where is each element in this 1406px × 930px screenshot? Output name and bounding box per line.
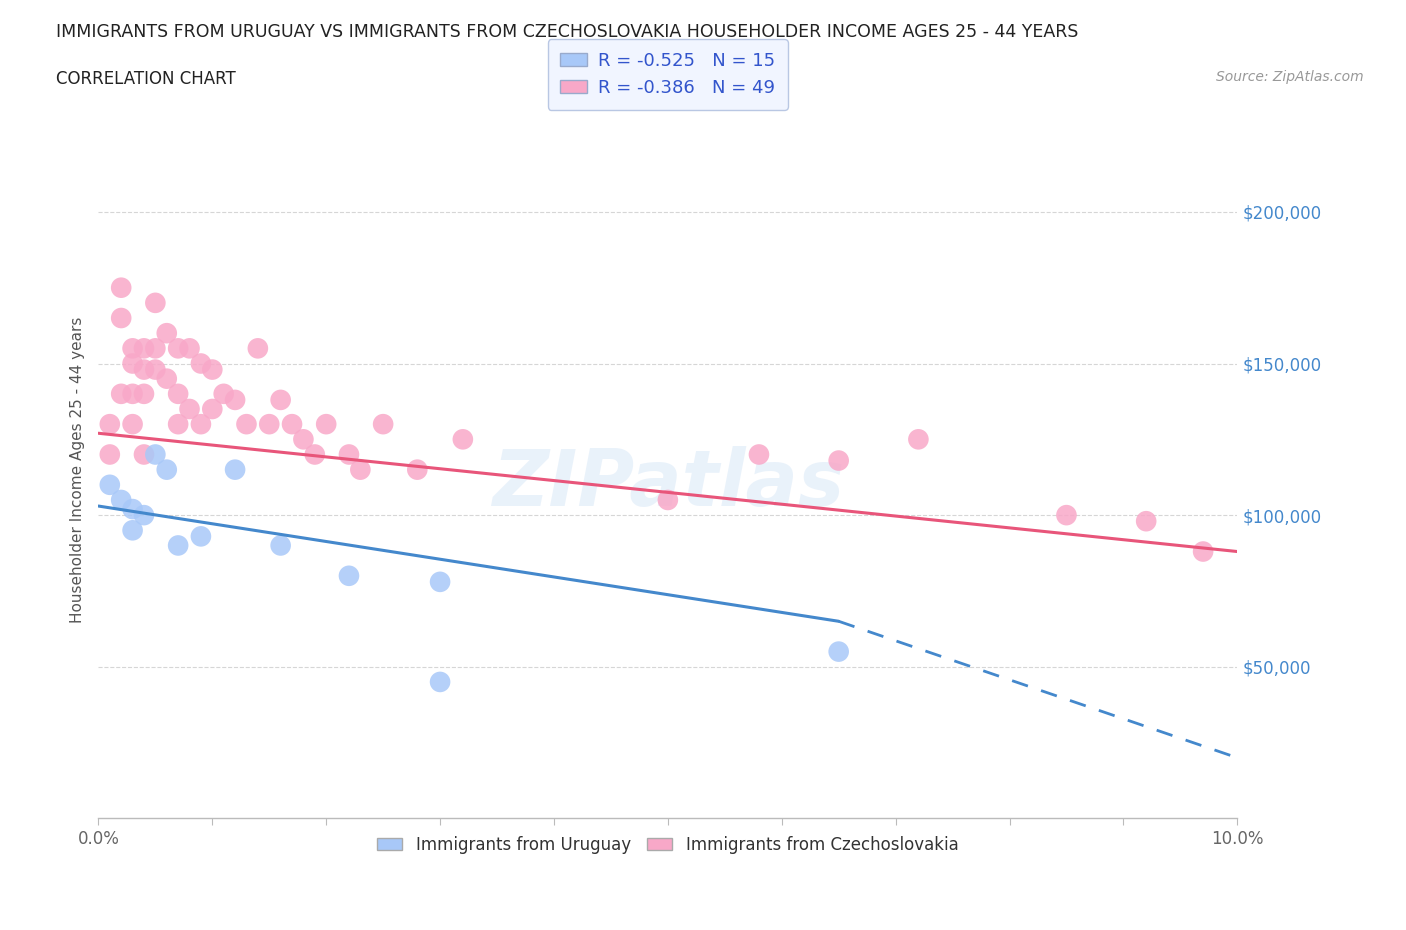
Text: IMMIGRANTS FROM URUGUAY VS IMMIGRANTS FROM CZECHOSLOVAKIA HOUSEHOLDER INCOME AGE: IMMIGRANTS FROM URUGUAY VS IMMIGRANTS FR… bbox=[56, 23, 1078, 41]
Point bbox=[167, 386, 190, 401]
Point bbox=[212, 386, 235, 401]
Point bbox=[132, 341, 155, 356]
Point bbox=[1192, 544, 1215, 559]
Point bbox=[406, 462, 429, 477]
Point bbox=[828, 453, 851, 468]
Point bbox=[179, 402, 201, 417]
Point bbox=[451, 432, 474, 446]
Point bbox=[224, 462, 246, 477]
Point bbox=[235, 417, 257, 432]
Point bbox=[315, 417, 337, 432]
Point bbox=[110, 280, 132, 295]
Point bbox=[907, 432, 929, 446]
Point bbox=[156, 371, 179, 386]
Point bbox=[110, 493, 132, 508]
Point bbox=[121, 341, 143, 356]
Point bbox=[281, 417, 304, 432]
Text: Source: ZipAtlas.com: Source: ZipAtlas.com bbox=[1216, 70, 1364, 84]
Point bbox=[132, 362, 155, 377]
Point bbox=[110, 311, 132, 325]
Point bbox=[304, 447, 326, 462]
Point bbox=[270, 392, 292, 407]
Point bbox=[657, 493, 679, 508]
Point bbox=[145, 341, 167, 356]
Point bbox=[167, 341, 190, 356]
Point bbox=[1135, 513, 1157, 528]
Point bbox=[145, 362, 167, 377]
Point bbox=[201, 362, 224, 377]
Point bbox=[132, 447, 155, 462]
Point bbox=[121, 417, 143, 432]
Point bbox=[156, 326, 179, 340]
Point bbox=[828, 644, 851, 659]
Point bbox=[748, 447, 770, 462]
Point bbox=[246, 341, 269, 356]
Point bbox=[132, 508, 155, 523]
Point bbox=[98, 477, 121, 492]
Text: ZIPatlas: ZIPatlas bbox=[492, 445, 844, 522]
Point bbox=[190, 356, 212, 371]
Point bbox=[224, 392, 246, 407]
Point bbox=[373, 417, 395, 432]
Point bbox=[145, 296, 167, 311]
Point bbox=[167, 538, 190, 553]
Point bbox=[132, 386, 155, 401]
Point bbox=[190, 417, 212, 432]
Legend: Immigrants from Uruguay, Immigrants from Czechoslovakia: Immigrants from Uruguay, Immigrants from… bbox=[368, 828, 967, 862]
Point bbox=[1056, 508, 1078, 523]
Point bbox=[292, 432, 315, 446]
Point bbox=[121, 501, 143, 516]
Point bbox=[337, 568, 360, 583]
Y-axis label: Householder Income Ages 25 - 44 years: Householder Income Ages 25 - 44 years bbox=[69, 316, 84, 623]
Point bbox=[110, 386, 132, 401]
Point bbox=[337, 447, 360, 462]
Point bbox=[270, 538, 292, 553]
Point bbox=[121, 386, 143, 401]
Point bbox=[190, 529, 212, 544]
Point bbox=[429, 575, 451, 590]
Point bbox=[349, 462, 371, 477]
Point bbox=[167, 417, 190, 432]
Point bbox=[179, 341, 201, 356]
Point bbox=[121, 523, 143, 538]
Point bbox=[98, 417, 121, 432]
Text: CORRELATION CHART: CORRELATION CHART bbox=[56, 70, 236, 87]
Point bbox=[145, 447, 167, 462]
Point bbox=[429, 674, 451, 689]
Point bbox=[156, 462, 179, 477]
Point bbox=[121, 356, 143, 371]
Point bbox=[259, 417, 281, 432]
Point bbox=[201, 402, 224, 417]
Point bbox=[98, 447, 121, 462]
